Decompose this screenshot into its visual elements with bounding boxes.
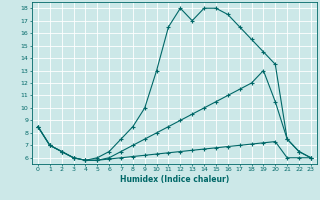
- X-axis label: Humidex (Indice chaleur): Humidex (Indice chaleur): [120, 175, 229, 184]
